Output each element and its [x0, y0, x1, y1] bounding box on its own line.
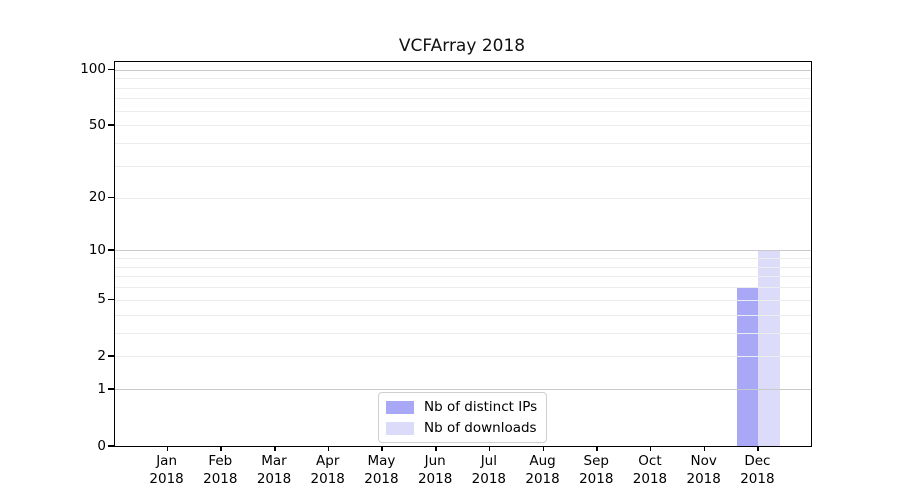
chart-title: VCFArray 2018	[398, 36, 526, 56]
x-tick	[757, 446, 759, 451]
x-tick-label: Aug 2018	[525, 453, 560, 487]
x-tick-label: Jun 2018	[417, 453, 453, 487]
y-tick	[108, 68, 114, 71]
minor-gridline	[115, 125, 811, 127]
x-tick-label: Jul 2018	[471, 453, 507, 487]
minor-gridline	[115, 299, 811, 301]
minor-gridline	[115, 258, 811, 260]
x-tick	[381, 446, 383, 451]
y-tick-label: 20	[88, 189, 106, 206]
y-tick-label: 100	[80, 61, 106, 78]
legend-swatch-downloads-icon	[386, 421, 414, 435]
major-gridline	[115, 389, 811, 391]
y-tick-label: 2	[97, 347, 106, 364]
y-tick	[108, 355, 114, 357]
y-tick-label: 5	[97, 291, 106, 308]
plot-area: Nb of distinct IPs Nb of downloads	[114, 61, 812, 447]
minor-gridline	[115, 287, 811, 289]
y-tick	[108, 445, 114, 447]
major-gridline	[115, 69, 811, 71]
x-tick-label: Dec 2018	[740, 453, 775, 487]
minor-gridline	[115, 98, 811, 100]
y-tick	[108, 124, 114, 126]
x-tick-label: May 2018	[364, 453, 399, 487]
minor-gridline	[115, 87, 811, 89]
y-tick-label: 50	[88, 116, 106, 133]
x-tick	[596, 446, 598, 451]
x-tick	[327, 446, 330, 451]
y-tick	[108, 298, 114, 301]
legend-swatch-distinct-ips-icon	[386, 400, 414, 414]
x-tick-label: Feb 2018	[203, 453, 238, 487]
y-tick	[108, 388, 114, 390]
minor-gridline	[115, 78, 811, 80]
minor-gridline	[115, 166, 811, 167]
minor-gridline	[115, 197, 811, 199]
x-tick	[649, 446, 652, 451]
bar-dec-downloads	[758, 250, 780, 446]
y-tick-label: 1	[97, 380, 106, 397]
y-tick-label: 10	[88, 241, 106, 258]
major-gridline	[115, 250, 811, 252]
x-tick	[220, 446, 222, 451]
x-tick-label: Nov 2018	[686, 453, 721, 487]
legend-label-downloads: Nb of downloads	[424, 420, 537, 436]
bar-dec-distinct-ips	[736, 287, 759, 446]
y-tick-label: 0	[97, 437, 106, 454]
x-tick	[435, 446, 437, 451]
x-tick	[274, 446, 276, 451]
minor-gridline	[115, 356, 811, 358]
x-tick-label: Apr 2018	[310, 453, 345, 487]
minor-gridline	[115, 276, 811, 278]
minor-gridline	[115, 266, 811, 268]
y-tick	[108, 249, 114, 251]
minor-gridline	[115, 314, 811, 316]
x-tick-label: Oct 2018	[632, 453, 668, 487]
minor-gridline	[115, 332, 811, 334]
x-tick	[542, 446, 545, 451]
legend: Nb of distinct IPs Nb of downloads	[378, 392, 548, 443]
x-tick-label: Jan 2018	[149, 453, 184, 487]
x-tick	[703, 446, 706, 451]
x-tick	[488, 446, 491, 451]
y-tick	[108, 196, 114, 199]
x-tick	[166, 446, 169, 451]
minor-gridline	[115, 110, 811, 112]
legend-item-distinct-ips: Nb of distinct IPs	[386, 400, 537, 414]
legend-label-distinct-ips: Nb of distinct IPs	[424, 399, 538, 415]
minor-gridline	[115, 143, 811, 145]
x-tick-label: Mar 2018	[256, 453, 292, 487]
x-tick-label: Sep 2018	[579, 453, 614, 487]
legend-item-downloads: Nb of downloads	[386, 421, 537, 435]
